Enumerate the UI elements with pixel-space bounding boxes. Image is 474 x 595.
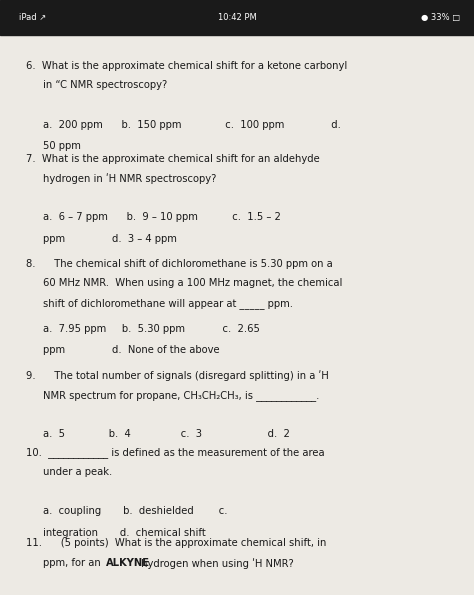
Text: 10:42 PM: 10:42 PM — [218, 12, 256, 22]
Text: under a peak.: under a peak. — [43, 467, 112, 477]
Text: a.  7.95 ppm     b.  5.30 ppm            c.  2.65: a. 7.95 ppm b. 5.30 ppm c. 2.65 — [43, 324, 260, 334]
Text: a.  200 ppm      b.  150 ppm              c.  100 ppm               d.: a. 200 ppm b. 150 ppm c. 100 ppm d. — [43, 120, 340, 130]
Text: hydrogen when using ʹH NMR?: hydrogen when using ʹH NMR? — [138, 558, 294, 569]
Text: NMR spectrum for propane, CH₃CH₂CH₃, is ____________.: NMR spectrum for propane, CH₃CH₂CH₃, is … — [43, 390, 319, 400]
Text: 11.      (5 points)  What is the approximate chemical shift, in: 11. (5 points) What is the approximate c… — [26, 538, 327, 549]
Text: in “C NMR spectroscopy?: in “C NMR spectroscopy? — [43, 80, 167, 90]
Bar — [0, 0, 474, 35]
Text: a.  5              b.  4                c.  3                     d.  2: a. 5 b. 4 c. 3 d. 2 — [43, 429, 290, 439]
Text: 6.  What is the approximate chemical shift for a ketone carbonyl: 6. What is the approximate chemical shif… — [26, 61, 347, 71]
Text: ALKYNE: ALKYNE — [106, 558, 150, 568]
Text: 10.  ____________ is defined as the measurement of the area: 10. ____________ is defined as the measu… — [26, 447, 325, 458]
Text: ppm, for an: ppm, for an — [43, 558, 103, 568]
Text: ● 33% □: ● 33% □ — [420, 12, 460, 22]
Text: 7.  What is the approximate chemical shift for an aldehyde: 7. What is the approximate chemical shif… — [26, 154, 320, 164]
Text: ppm               d.  3 – 4 ppm: ppm d. 3 – 4 ppm — [43, 234, 176, 244]
Text: 8.      The chemical shift of dichloromethane is 5.30 ppm on a: 8. The chemical shift of dichloromethane… — [26, 259, 333, 269]
Text: a.  coupling       b.  deshielded        c.: a. coupling b. deshielded c. — [43, 506, 227, 516]
Text: 50 ppm: 50 ppm — [43, 141, 81, 151]
Text: iPad ↗: iPad ↗ — [19, 12, 46, 22]
Text: ppm               d.  None of the above: ppm d. None of the above — [43, 345, 219, 355]
Text: 9.      The total number of signals (disregard splitting) in a ʹH: 9. The total number of signals (disregar… — [26, 370, 329, 381]
Text: a.  6 – 7 ppm      b.  9 – 10 ppm           c.  1.5 – 2: a. 6 – 7 ppm b. 9 – 10 ppm c. 1.5 – 2 — [43, 212, 281, 223]
Text: hydrogen in ʹH NMR spectroscopy?: hydrogen in ʹH NMR spectroscopy? — [43, 173, 216, 184]
Text: integration       d.  chemical shift: integration d. chemical shift — [43, 528, 205, 538]
Text: shift of dichloromethane will appear at _____ ppm.: shift of dichloromethane will appear at … — [43, 298, 292, 309]
Text: 60 MHz NMR.  When using a 100 MHz magnet, the chemical: 60 MHz NMR. When using a 100 MHz magnet,… — [43, 278, 342, 289]
